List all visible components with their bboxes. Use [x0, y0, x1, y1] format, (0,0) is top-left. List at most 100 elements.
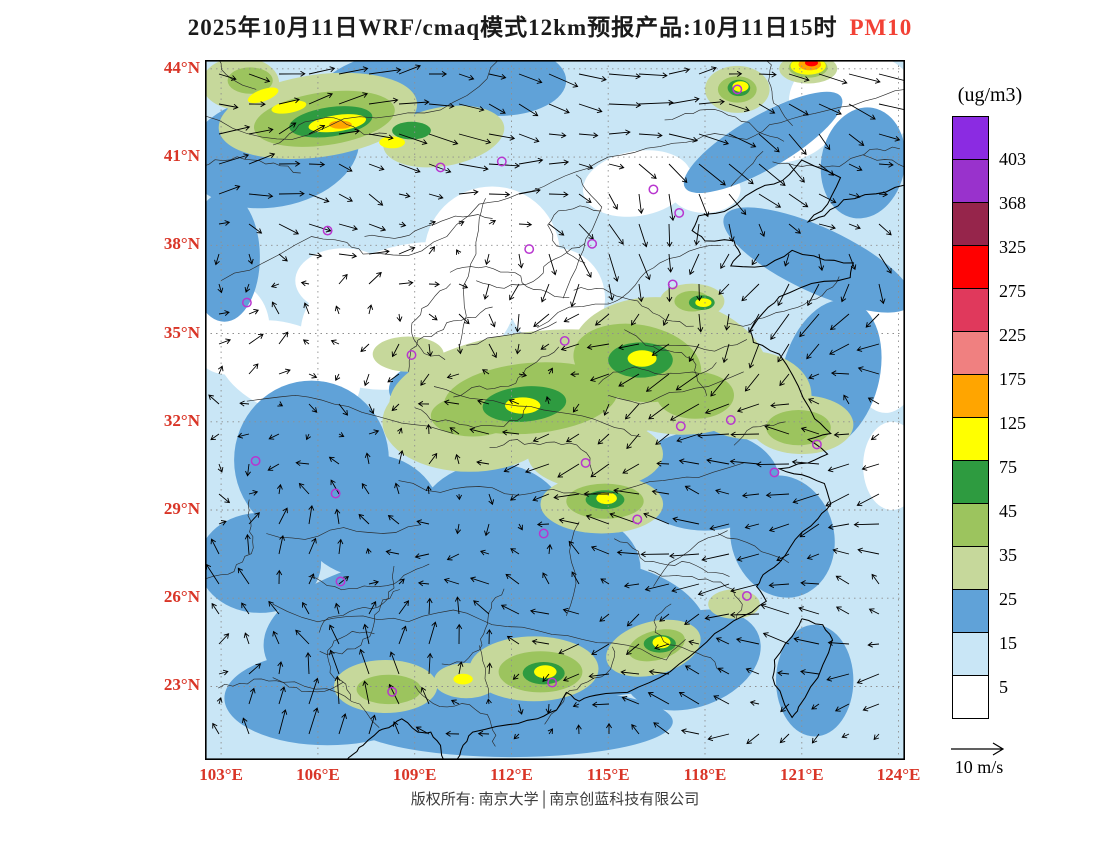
legend-swatch — [952, 331, 989, 375]
legend-swatch — [952, 632, 989, 676]
fill-blob — [723, 207, 905, 313]
lat-label: 32°N — [163, 410, 200, 430]
legend-swatch — [952, 116, 989, 160]
legend-value: 5 — [999, 677, 1008, 697]
fill-blob — [766, 410, 831, 446]
colorbar-unit-label: (ug/m3) — [957, 84, 1023, 106]
wind-vector-layer — [205, 64, 905, 745]
legend-value: 225 — [999, 325, 1026, 345]
city-marker — [547, 677, 558, 688]
fill-blob — [627, 350, 657, 367]
city-marker — [675, 421, 686, 432]
legend-value: 125 — [999, 413, 1026, 433]
city-marker — [648, 184, 659, 195]
legend-value: 368 — [999, 193, 1026, 213]
lon-label: 112°E — [490, 765, 533, 784]
city-marker — [580, 457, 591, 468]
fill-blob — [583, 150, 692, 217]
fill-blob — [508, 248, 605, 349]
city-marker — [406, 350, 417, 360]
city-marker — [435, 162, 446, 173]
fill-blob — [863, 421, 905, 510]
city-marker — [322, 225, 333, 236]
lat-label: 38°N — [163, 234, 200, 254]
city-marker — [387, 686, 398, 697]
title-pollutant-label: PM10 — [849, 15, 913, 40]
lon-label: 124°E — [876, 765, 921, 784]
lon-label: 109°E — [392, 765, 437, 784]
legend-swatch — [952, 546, 989, 590]
concentration-fill-layer — [205, 60, 905, 758]
province-borders — [205, 60, 905, 747]
lat-label: 41°N — [163, 146, 200, 166]
city-marker — [335, 576, 346, 587]
legend-swatch — [952, 374, 989, 418]
fill-blob — [527, 418, 663, 490]
legend-swatch — [952, 589, 989, 633]
city-marker — [241, 297, 252, 308]
fill-blob — [596, 492, 617, 505]
city-marker — [674, 207, 685, 218]
lat-label: 35°N — [163, 322, 200, 342]
legend-value: 35 — [999, 545, 1017, 565]
fill-blob — [247, 87, 279, 104]
fill-blob — [534, 665, 557, 679]
fill-blob — [656, 371, 734, 419]
fill-blob — [350, 686, 673, 758]
city-marker — [632, 514, 643, 525]
legend-value: 325 — [999, 237, 1026, 257]
city-marker — [725, 415, 736, 425]
wind-reference-arrow — [951, 742, 1005, 756]
city-marker — [559, 335, 570, 346]
legend-value: 403 — [999, 149, 1026, 169]
legend-swatch — [952, 503, 989, 547]
fill-blob — [329, 120, 352, 129]
fill-blob — [227, 67, 273, 94]
legend-value: 75 — [999, 457, 1017, 477]
fill-blob — [392, 121, 431, 140]
fill-blob — [498, 512, 641, 625]
map-frame — [205, 60, 905, 760]
fill-blob — [379, 136, 405, 149]
fill-blob — [430, 60, 567, 116]
legend-swatch — [952, 159, 989, 203]
legend-swatch — [952, 417, 989, 461]
legend-value: 275 — [999, 281, 1026, 301]
lat-label: 44°N — [163, 57, 200, 77]
lon-label: 106°E — [296, 765, 340, 784]
lon-label: 103°E — [199, 765, 243, 784]
lat-label: 23°N — [163, 675, 200, 695]
lat-label: 29°N — [163, 499, 200, 518]
city-marker — [330, 488, 341, 499]
fill-blob — [295, 248, 393, 313]
legend-value: 15 — [999, 633, 1017, 653]
legend-value: 25 — [999, 589, 1017, 609]
city-marker — [587, 238, 598, 249]
fill-blob — [695, 298, 712, 307]
colorbar — [952, 116, 989, 719]
lon-label: 115°E — [586, 765, 630, 784]
city-marker-layer — [241, 84, 822, 697]
city-marker — [496, 156, 507, 167]
city-marker — [250, 455, 261, 466]
legend-value: 175 — [999, 369, 1026, 389]
lon-label: 118°E — [683, 765, 727, 784]
legend-swatch — [952, 202, 989, 246]
fill-blob — [453, 673, 473, 685]
forecast-map — [205, 60, 905, 760]
fill-blob — [383, 105, 505, 168]
fill-blob — [776, 624, 854, 737]
fill-blob — [708, 589, 760, 619]
copyright-footer: 版权所有: 南京大学│南京创蓝科技有限公司 — [410, 792, 700, 808]
legend-swatch — [952, 460, 989, 504]
lon-label: 121°E — [779, 765, 824, 784]
fill-blob — [372, 336, 444, 372]
legend-swatch — [952, 675, 989, 719]
page-title: 2025年10月11日WRF/cmaq模式12km预报产品:10月11日15时 P… — [0, 8, 1100, 42]
fill-blob — [730, 475, 835, 598]
legend-swatch — [952, 288, 989, 332]
wind-reference-label: 10 m/s — [954, 757, 1004, 777]
city-marker — [538, 528, 549, 539]
city-marker — [732, 84, 743, 95]
city-marker — [741, 590, 752, 601]
